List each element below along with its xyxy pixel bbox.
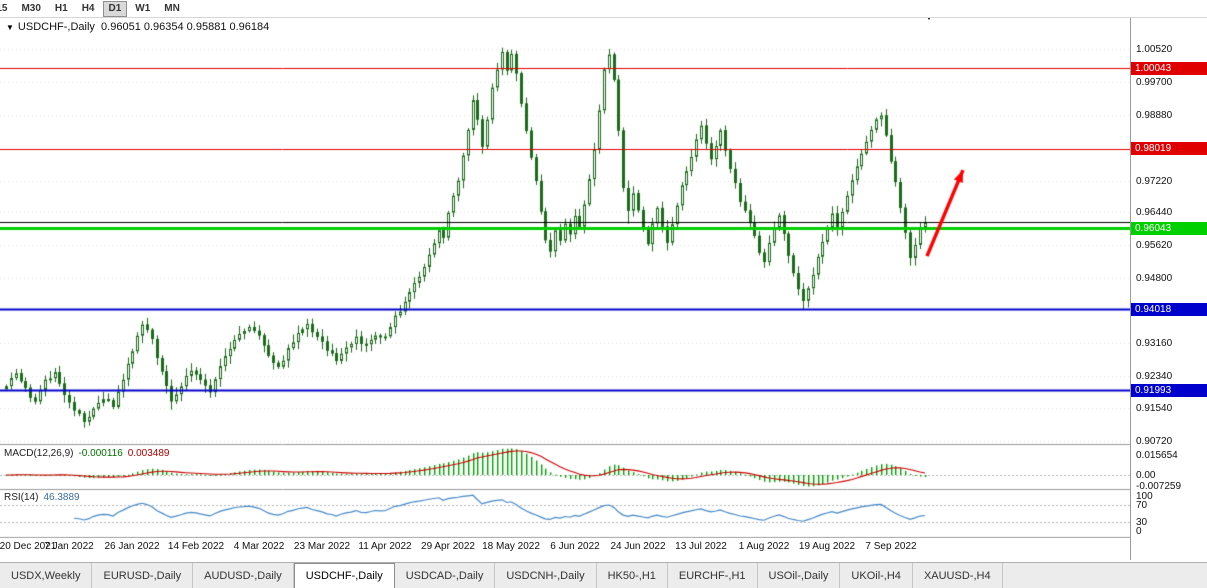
ohlc-values: 0.96051 0.96354 0.95881 0.96184 (101, 21, 270, 33)
price-axis-tick: 0.96440 (1136, 207, 1173, 219)
rsi-axis-label: 30 (1136, 517, 1148, 528)
rsi-name: RSI(14) (4, 492, 39, 503)
date-axis-label: 29 Apr 2022 (421, 541, 475, 552)
date-axis-label: 7 Jan 2022 (44, 541, 94, 552)
rsi-axis-label: 0 (1136, 526, 1142, 537)
macd-signal-value: 0.003489 (127, 448, 170, 459)
date-axis-label: 1 Aug 2022 (738, 541, 790, 552)
date-axis-label: 18 May 2022 (482, 541, 540, 552)
chart-tab-usdcnh-daily[interactable]: USDCNH-,Daily (495, 563, 597, 588)
rsi-axis-label: 100 (1136, 491, 1153, 502)
symbol-name: USDCHF-,Daily (17, 21, 95, 33)
date-axis-label: 11 Apr 2022 (358, 541, 412, 552)
symbol-ohlc-label: ▼ USDCHF-,Daily 0.96051 0.96354 0.95881 0… (6, 21, 269, 33)
timeframe-button-m15[interactable]: M15 (0, 2, 8, 14)
timeframe-button-mn[interactable]: MN (164, 2, 180, 14)
macd-axis-label: 0.00 (1136, 470, 1156, 481)
timeframe-button-m30[interactable]: M30 (21, 2, 41, 14)
chart-tabs-bar: USDX,Weekly EURUSD-,Daily AUDUSD-,Daily USD… (0, 562, 1207, 588)
hline-price-tag: 0.98019 (1131, 142, 1207, 156)
chart-tab-usoil-daily[interactable]: USOil-,Daily (757, 563, 841, 588)
macd-main-value: -0.000116 (78, 448, 123, 459)
timeframe-button-h1[interactable]: H1 (54, 2, 68, 14)
macd-axis-label: 0.015654 (1136, 450, 1178, 461)
price-axis-tick: 0.95620 (1136, 239, 1173, 251)
chart-tab-eurchf-h1[interactable]: EURCHF-,H1 (667, 563, 758, 588)
price-axis-tick: 0.93160 (1136, 338, 1173, 350)
price-axis-tick: 0.97220 (1136, 175, 1173, 187)
price-axis-tick: 1.00520 (1136, 43, 1173, 55)
date-axis-label: 24 Jun 2022 (610, 541, 666, 552)
date-axis-label: 4 Mar 2022 (233, 541, 285, 552)
timeframe-toolbar: M15 M30 H1 H4 D1 W1 MN (0, 0, 1207, 18)
date-axis-label: 6 Jun 2022 (550, 541, 600, 552)
timeframe-button-d1[interactable]: D1 (102, 0, 128, 17)
timeframe-button-w1[interactable]: W1 (135, 2, 151, 14)
date-axis-label: 23 Mar 2022 (293, 541, 351, 552)
symbol-dropdown-icon[interactable]: ▼ (6, 23, 14, 32)
rsi-axis-label: 70 (1136, 500, 1148, 511)
chart-tab-hk50-h1[interactable]: HK50-,H1 (596, 563, 668, 588)
price-axis[interactable]: 1.00520 0.99700 0.98880 0.97220 0.96440 0.956… (1130, 17, 1207, 560)
timeframe-button-h4[interactable]: H4 (81, 2, 95, 14)
date-axis-label: 14 Feb 2022 (167, 541, 225, 552)
hline-price-tag: 0.91993 (1131, 383, 1207, 397)
macd-name: MACD(12,26,9) (4, 448, 74, 459)
hline-price-tag: 0.94018 (1131, 302, 1207, 316)
chart-tab-audusd-daily[interactable]: AUDUSD-,Daily (193, 563, 294, 588)
chart-tab-usdcad-daily[interactable]: USDCAD-,Daily (394, 563, 496, 588)
chart-tab-eurusd-daily[interactable]: EURUSD-,Daily (92, 563, 194, 588)
rsi-indicator-label: RSI(14) 46.3889 (4, 492, 85, 503)
price-axis-tick: 0.90720 (1136, 435, 1173, 447)
date-axis-label: 19 Aug 2022 (798, 541, 856, 552)
macd-indicator-label: MACD(12,26,9) -0.000116 0.003489 (4, 448, 174, 459)
chart-tab-usdx-weekly[interactable]: USDX,Weekly (0, 563, 93, 588)
date-axis-label: 13 Jul 2022 (675, 541, 727, 552)
macd-axis-label: -0.007259 (1136, 481, 1182, 492)
hline-price-tag: 1.00043 (1131, 61, 1207, 75)
date-axis-label: 7 Sep 2022 (865, 541, 917, 552)
price-axis-tick: 0.94800 (1136, 272, 1173, 284)
date-axis-label: 20 Dec 2021 (0, 541, 57, 552)
price-axis-tick: 0.92340 (1136, 371, 1173, 383)
price-axis-tick: 0.98880 (1136, 109, 1173, 121)
chart-canvas[interactable] (0, 0, 1130, 560)
price-axis-tick: 0.99700 (1136, 76, 1173, 88)
chart-tab-usdchf-daily[interactable]: USDCHF-,Daily (293, 563, 395, 588)
rsi-value: 46.3889 (43, 492, 80, 503)
chart-tab-ukoil-h4[interactable]: UKOil-,H4 (840, 563, 913, 588)
chart-tab-xauusd-h4[interactable]: XAUUSD-,H4 (912, 563, 1003, 588)
date-axis-label: 26 Jan 2022 (104, 541, 160, 552)
time-axis[interactable]: 20 Dec 2021 7 Jan 2022 26 Jan 2022 14 Feb 2… (0, 538, 1130, 560)
price-axis-tick: 0.91540 (1136, 403, 1173, 415)
hline-price-tag: 0.96043 (1131, 221, 1207, 235)
